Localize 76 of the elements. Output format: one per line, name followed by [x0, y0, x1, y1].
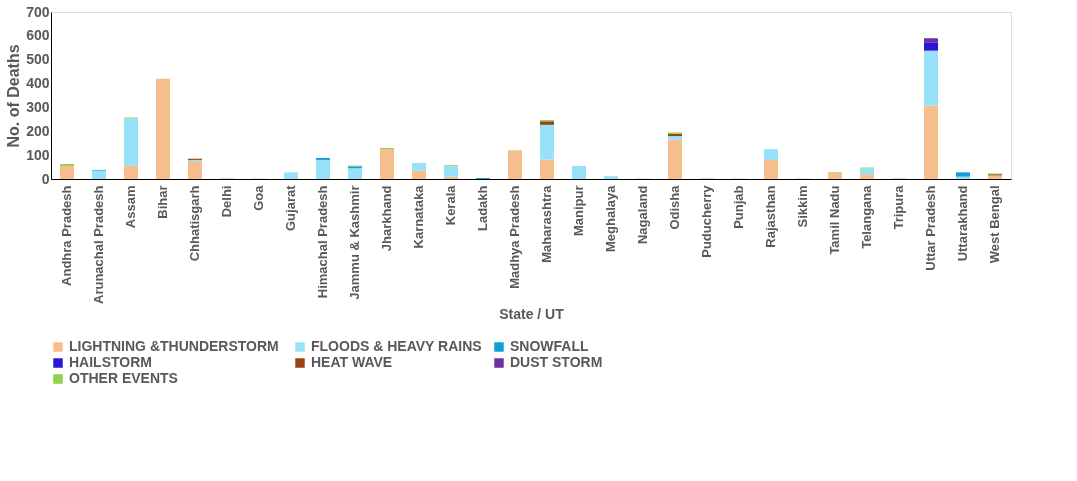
x-tick-label: Rajasthan — [763, 185, 778, 248]
x-tick-label: Uttar Pradesh — [923, 185, 938, 271]
x-tick-label: Karnataka — [411, 184, 426, 249]
x-tick-label: Manipur — [571, 185, 586, 237]
y-tick-label: 500 — [26, 51, 50, 68]
x-tick-label: Bihar — [155, 185, 170, 219]
legend-label: HAILSTORM — [69, 354, 152, 370]
x-tick-label: Chhatisgarh — [187, 185, 202, 262]
bar — [92, 170, 106, 179]
bar — [924, 38, 938, 43]
x-tick-label: Gujarat — [283, 184, 298, 232]
bar — [380, 149, 394, 179]
x-tick-label: Tamil Nadu — [827, 185, 842, 255]
x-axis-title: State / UT — [499, 305, 565, 322]
bar — [316, 159, 330, 179]
bar — [924, 50, 938, 106]
bar — [412, 170, 426, 179]
x-tick-label: West Bengal — [987, 185, 1002, 264]
bar — [412, 163, 426, 171]
y-tick-label: 0 — [41, 170, 50, 187]
x-tick-label: Jammu & Kashmir — [347, 185, 362, 300]
x-tick-label: Sikkim — [795, 185, 810, 228]
y-tick-label: 400 — [26, 75, 50, 92]
bar — [604, 176, 618, 179]
x-tick-label: Meghalaya — [603, 184, 618, 252]
x-tick-label: Himachal Pradesh — [315, 185, 330, 299]
x-tick-label: Assam — [123, 185, 138, 229]
x-tick-label: Andhra Pradesh — [59, 185, 74, 286]
x-tick-label: Maharashtra — [539, 184, 554, 263]
x-tick-label: Ladakh — [475, 185, 490, 232]
bar — [924, 42, 938, 51]
bar — [188, 161, 202, 179]
bar — [764, 149, 778, 160]
legend-label: HEAT WAVE — [311, 354, 393, 370]
legend-label: OTHER EVENTS — [69, 370, 178, 386]
y-axis-title: No. of Deaths — [5, 44, 23, 148]
y-tick-label: 300 — [26, 98, 50, 115]
bar — [956, 172, 970, 177]
x-tick-label: Telangana — [859, 184, 874, 249]
x-tick-label: Punjab — [731, 185, 746, 229]
legend-label: FLOODS & HEAVY RAINS — [311, 338, 482, 354]
y-tick-label: 700 — [26, 3, 50, 20]
bar — [540, 159, 554, 179]
bar — [348, 168, 362, 179]
bar — [860, 174, 874, 179]
bar — [764, 159, 778, 179]
bar — [860, 168, 874, 175]
legend-label: SNOWFALL — [510, 338, 589, 354]
x-tick-label: Goa — [251, 184, 266, 211]
x-tick-label: Jharkhand — [379, 185, 394, 252]
bar — [572, 165, 586, 179]
bar — [540, 124, 554, 160]
x-tick-label: Kerala — [443, 184, 458, 226]
y-tick-label: 600 — [26, 27, 50, 44]
x-tick-label: Madhya Pradesh — [507, 185, 522, 289]
bar — [924, 105, 938, 179]
bar — [124, 118, 138, 166]
x-tick-label: Tripura — [891, 184, 906, 230]
legend-label: DUST STORM — [510, 354, 603, 370]
x-tick-label: Delhi — [219, 185, 234, 218]
bar — [668, 139, 682, 179]
x-tick-label: Uttarakhand — [955, 185, 970, 262]
bar — [828, 173, 842, 179]
bar — [156, 78, 170, 179]
bar — [60, 165, 74, 179]
bar — [444, 165, 458, 177]
x-tick-label: Odisha — [667, 184, 682, 230]
x-tick-label: Puducherry — [699, 184, 714, 258]
x-tick-label: Arunachal Pradesh — [91, 185, 106, 304]
bar — [508, 150, 522, 179]
x-tick-label: Nagaland — [635, 185, 650, 245]
y-tick-label: 100 — [26, 146, 50, 163]
legend-label: LIGHTNING &THUNDERSTORM — [69, 338, 279, 354]
bar — [124, 165, 138, 179]
bar — [284, 172, 298, 179]
y-tick-label: 200 — [26, 122, 50, 139]
